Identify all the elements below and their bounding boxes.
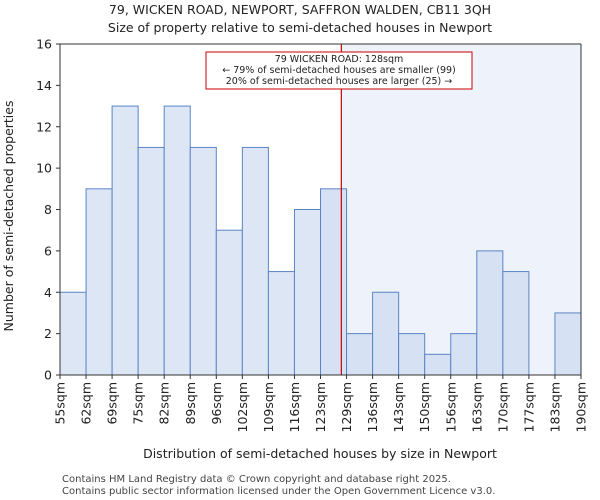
bar-62sqm	[85, 188, 113, 376]
y-axis-label: Number of semi-detached properties	[1, 101, 16, 332]
y-tick-label-2: 2	[44, 326, 52, 341]
x-tick-label-109sqm: 109sqm	[261, 382, 276, 432]
y-tick-label-6: 6	[44, 243, 52, 258]
y-tick-label-0: 0	[44, 368, 52, 383]
annotation-box	[205, 51, 473, 90]
y-tick-label-8: 8	[44, 202, 52, 217]
x-tick-label-136sqm: 136sqm	[365, 382, 380, 432]
y-tick-label-4: 4	[44, 285, 52, 300]
x-tick-label-190sqm: 190sqm	[574, 382, 589, 432]
y-tick-label-10: 10	[36, 161, 52, 176]
x-tick-label-150sqm: 150sqm	[417, 382, 432, 432]
bar-102sqm	[241, 146, 269, 376]
x-tick-label-102sqm: 102sqm	[235, 382, 250, 432]
y-tick-label-16: 16	[36, 37, 52, 52]
x-tick-label-55sqm: 55sqm	[53, 382, 68, 425]
footer-line-1: Contains HM Land Registry data © Crown c…	[62, 474, 451, 485]
x-tick-label-143sqm: 143sqm	[391, 382, 406, 432]
annotation-line-3: 20% of semi-detached houses are larger (…	[226, 76, 453, 87]
x-tick-label-82sqm: 82sqm	[157, 382, 172, 425]
bar-183sqm	[554, 312, 582, 376]
x-tick-label-89sqm: 89sqm	[183, 382, 198, 425]
bar-163sqm	[476, 250, 504, 376]
x-ticks: 55sqm 62sqm 69sqm 75sqm 82sqm 89sqm 96sqm 102sq…	[53, 375, 589, 432]
x-tick-label-177sqm: 177sqm	[521, 382, 536, 432]
bar-55sqm	[59, 291, 87, 376]
x-tick-label-123sqm: 123sqm	[313, 382, 328, 432]
annotation-line-1: 79 WICKEN ROAD: 128sqm	[275, 54, 404, 65]
x-tick-label-156sqm: 156sqm	[443, 382, 458, 432]
bar-116sqm	[293, 209, 322, 376]
bar-136sqm	[372, 291, 400, 376]
y-tick-label-14: 14	[36, 78, 52, 93]
bar-170sqm	[502, 271, 530, 376]
chart-title: 79, WICKEN ROAD, NEWPORT, SAFFRON WALDEN…	[109, 2, 491, 17]
y-tick-label-12: 12	[36, 119, 52, 134]
x-tick-label-116sqm: 116sqm	[287, 382, 302, 432]
bar-150sqm	[424, 353, 452, 376]
x-tick-label-183sqm: 183sqm	[547, 382, 562, 432]
x-tick-label-69sqm: 69sqm	[105, 382, 120, 425]
annotation-line-2: ← 79% of semi-detached houses are smalle…	[222, 65, 456, 76]
bar-129sqm	[346, 333, 374, 376]
x-axis-label: Distribution of semi-detached houses by …	[143, 446, 497, 461]
footer-line-2: Contains public sector information licen…	[62, 486, 495, 497]
bar-82sqm	[163, 105, 191, 376]
bar-96sqm	[215, 229, 243, 376]
property-marker: 79 WICKEN ROAD: 128sqm← 79% of semi-deta…	[205, 44, 473, 375]
x-tick-label-129sqm: 129sqm	[339, 382, 354, 432]
x-tick-label-75sqm: 75sqm	[131, 382, 146, 425]
chart-subtitle: Size of property relative to semi-detach…	[108, 20, 492, 35]
y-ticks: 0 2 4 6 8 10 12 14 16	[36, 37, 60, 383]
bar-156sqm	[450, 333, 478, 376]
bar-143sqm	[398, 333, 426, 376]
x-tick-label-62sqm: 62sqm	[79, 382, 94, 425]
x-tick-label-96sqm: 96sqm	[209, 382, 224, 425]
bar-69sqm	[111, 105, 139, 376]
bar-89sqm	[189, 146, 217, 376]
x-tick-label-163sqm: 163sqm	[469, 382, 484, 432]
bar-75sqm	[137, 146, 165, 376]
bar-123sqm	[320, 188, 348, 376]
bar-109sqm	[267, 271, 295, 376]
x-tick-label-170sqm: 170sqm	[495, 382, 510, 432]
bars	[59, 105, 582, 376]
